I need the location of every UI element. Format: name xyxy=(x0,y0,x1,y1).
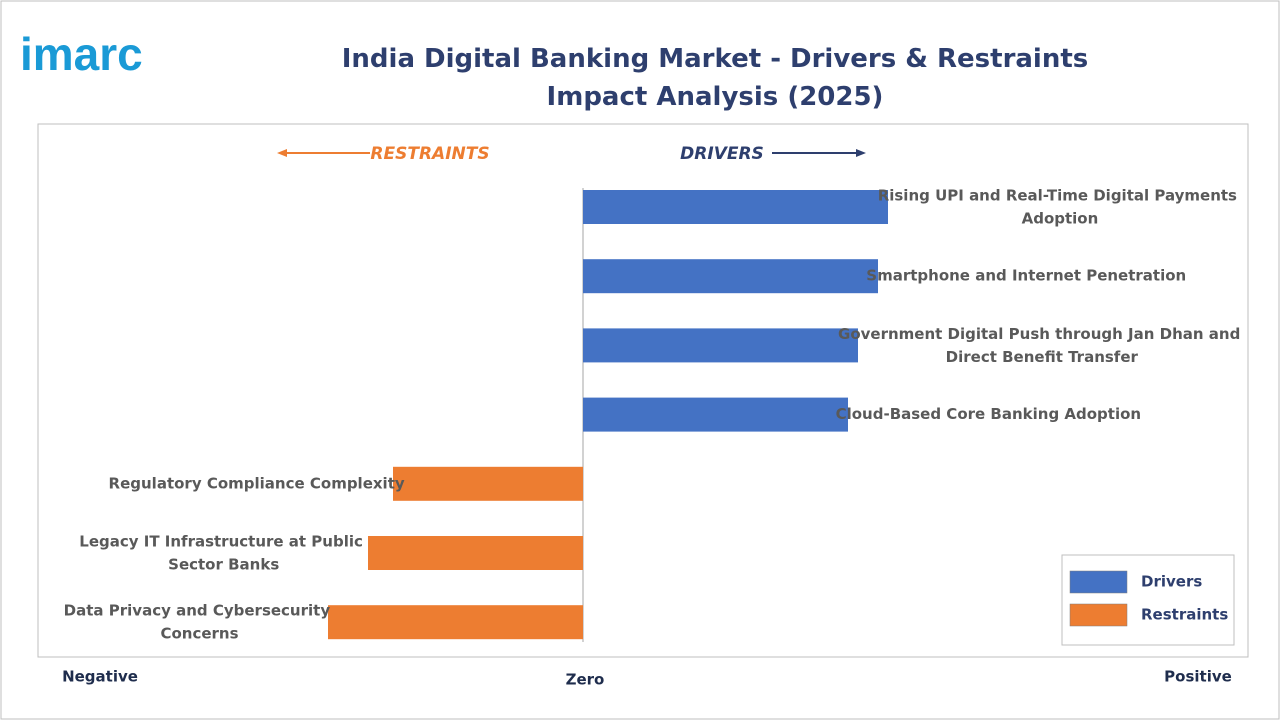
annotation-drivers: DRIVERS xyxy=(680,144,764,164)
bar xyxy=(583,397,848,432)
legend-swatch xyxy=(1069,603,1128,627)
category-label: Smartphone and Internet Penetration xyxy=(866,267,1186,285)
axis-zero: Zero xyxy=(566,671,605,689)
category-label: Legacy IT Infrastructure at Public Secto… xyxy=(79,532,368,573)
label-line: Rising UPI and Real-Time Digital Payment… xyxy=(878,186,1243,204)
arrow-head-right xyxy=(856,149,866,157)
axis-negative: Negative xyxy=(62,668,138,686)
bar xyxy=(583,190,888,224)
label-line: Concerns xyxy=(160,624,238,642)
label-line: Government Digital Push through Jan Dhan… xyxy=(838,324,1246,342)
logo: imarc xyxy=(20,28,143,80)
arrow-head-left xyxy=(277,149,287,157)
axis-positive: Positive xyxy=(1164,668,1232,686)
label-line: Adoption xyxy=(1022,209,1099,227)
legend-box xyxy=(1061,554,1235,646)
category-label: Rising UPI and Real-Time Digital Payment… xyxy=(878,186,1243,227)
category-label: Regulatory Compliance Complexity xyxy=(109,474,405,492)
bar xyxy=(393,466,583,501)
bar xyxy=(328,605,583,640)
category-label: Data Privacy and Cybersecurity Concerns xyxy=(64,601,336,642)
label-line: Direct Benefit Transfer xyxy=(946,347,1139,365)
annotation-restraints: RESTRAINTS xyxy=(370,144,489,164)
label-line: Legacy IT Infrastructure at Public xyxy=(79,532,368,550)
label-line: Data Privacy and Cybersecurity xyxy=(64,601,336,619)
label-line: Sector Banks xyxy=(168,555,279,573)
legend-label: Restraints xyxy=(1141,606,1228,624)
bar xyxy=(583,328,858,363)
category-label: Government Digital Push through Jan Dhan… xyxy=(838,324,1246,365)
category-label: Cloud-Based Core Banking Adoption xyxy=(836,405,1142,423)
legend-swatch xyxy=(1069,570,1128,594)
title-box: India Digital Banking Market - Drivers &… xyxy=(341,44,1089,112)
bar xyxy=(368,536,583,570)
legend-label: Drivers xyxy=(1141,573,1202,591)
bar xyxy=(583,259,878,294)
chart-title: India Digital Banking Market - Drivers &… xyxy=(341,44,1089,112)
